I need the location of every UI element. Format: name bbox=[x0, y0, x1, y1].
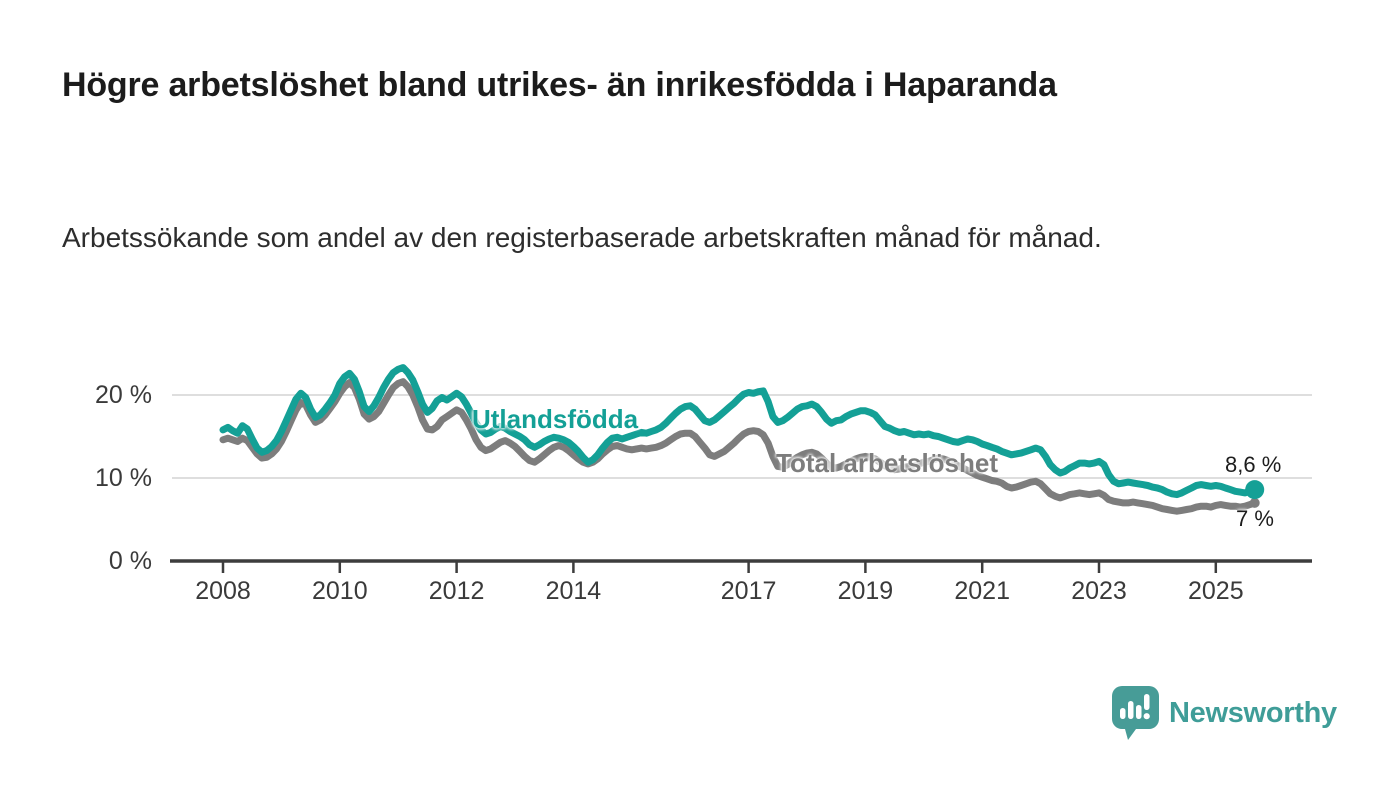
y-axis-label: 10 % bbox=[95, 464, 152, 492]
end-value-utlandsfodda: 8,6 % bbox=[1225, 452, 1282, 477]
x-axis-label: 2014 bbox=[545, 577, 602, 605]
chart-subtitle: Arbetssökande som andel av den registerb… bbox=[62, 222, 1102, 253]
x-axis-label: 2023 bbox=[1071, 577, 1127, 605]
y-axis-label: 0 % bbox=[108, 547, 152, 575]
series-label-total-arbetsloshet: Total arbetslöshet bbox=[776, 448, 999, 478]
x-axis-label: 2008 bbox=[195, 577, 251, 605]
y-axis-label: 20 % bbox=[95, 381, 152, 409]
series-end-dot-0 bbox=[1249, 497, 1260, 508]
x-axis-label: 2019 bbox=[837, 577, 894, 605]
x-axis-label: 2012 bbox=[428, 577, 485, 605]
x-axis-label: 2017 bbox=[720, 577, 777, 605]
page-title: Högre arbetslöshet bland utrikes- än inr… bbox=[62, 66, 1057, 104]
newsworthy-bubble-icon bbox=[1112, 686, 1159, 740]
series-line-1 bbox=[219, 364, 1259, 499]
x-axis-label: 2021 bbox=[954, 577, 1010, 605]
newsworthy-wordmark: Newsworthy bbox=[1169, 696, 1337, 729]
series-end-dot-1 bbox=[1245, 480, 1265, 500]
newsworthy-logo: Newsworthy bbox=[1112, 686, 1337, 740]
x-axis-label: 2010 bbox=[311, 577, 368, 605]
end-value-total: 7 % bbox=[1236, 506, 1274, 531]
x-axis-label: 2025 bbox=[1187, 577, 1244, 605]
series-line-0 bbox=[219, 378, 1259, 515]
series-label-utlandsfodda: Utlandsfödda bbox=[472, 404, 639, 434]
